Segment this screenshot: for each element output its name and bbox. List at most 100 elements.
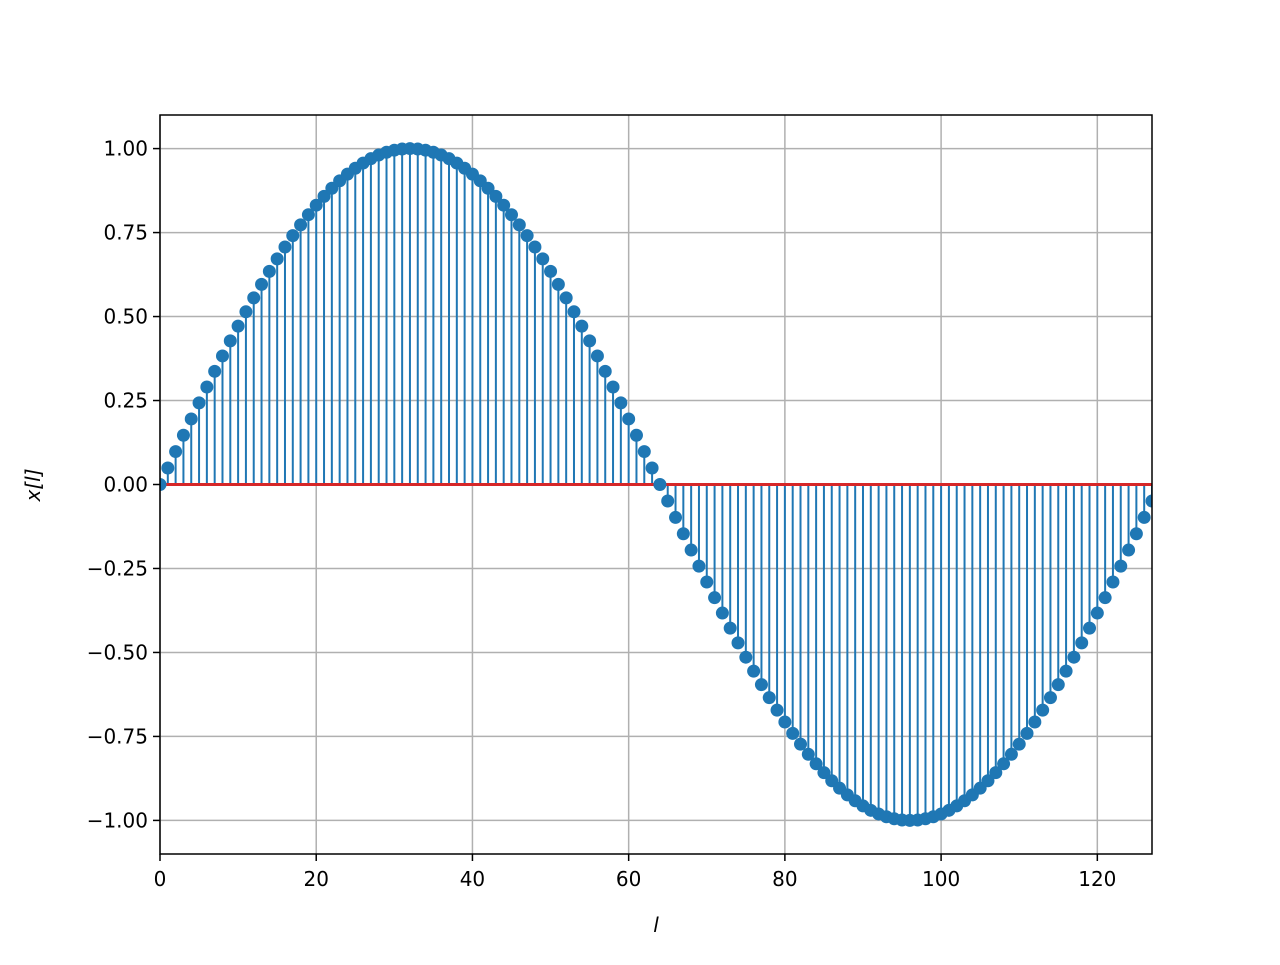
stem-marker <box>1122 543 1136 557</box>
stem-marker <box>801 747 815 761</box>
stem-marker <box>684 543 698 557</box>
stem-marker <box>200 380 214 394</box>
stem-marker <box>169 445 183 459</box>
stem-marker <box>762 691 776 705</box>
stems <box>166 148 1152 821</box>
stem-marker <box>606 380 620 394</box>
stem-marker <box>512 218 526 232</box>
stem-marker <box>270 252 284 266</box>
stem-marker <box>160 478 167 491</box>
x-tick-label: 120 <box>1078 867 1116 891</box>
y-tick-label: 0.00 <box>103 473 148 497</box>
stem-marker <box>778 715 792 729</box>
x-tick-label: 100 <box>922 867 960 891</box>
stem-marker <box>1067 650 1081 664</box>
stem-marker <box>1090 606 1104 620</box>
stem-marker <box>1020 726 1034 740</box>
x-tick-label: 20 <box>303 867 328 891</box>
stem-marker <box>239 305 253 319</box>
stem-marker <box>645 461 659 475</box>
x-tick-label: 0 <box>154 867 167 891</box>
stem-marker <box>247 291 261 305</box>
stem-marker <box>770 703 784 717</box>
stem-marker <box>520 229 534 243</box>
stem-marker <box>676 527 690 541</box>
stem-marker <box>551 277 565 291</box>
stem-marker <box>567 305 581 319</box>
stem-marker <box>1083 621 1097 635</box>
stem-marker <box>637 445 651 459</box>
stem-marker <box>715 606 729 620</box>
stem-marker <box>489 189 503 203</box>
stem-marker <box>176 428 190 442</box>
stem-marker <box>1114 559 1128 573</box>
stem-marker <box>1043 691 1057 705</box>
stem-marker <box>231 319 245 333</box>
stem-marker <box>575 319 589 333</box>
stem-marker <box>1129 527 1143 541</box>
x-tick-label: 40 <box>460 867 485 891</box>
stem-marker <box>528 240 542 254</box>
stem-marker <box>1106 575 1120 589</box>
stem-marker <box>669 510 683 524</box>
stem-marker <box>1036 703 1050 717</box>
stem-marker <box>536 252 550 266</box>
stem-marker <box>223 334 237 348</box>
stem-marker <box>754 678 768 692</box>
stem-marker <box>309 198 323 212</box>
stem-marker <box>1012 737 1026 751</box>
stem-marker <box>1059 664 1073 678</box>
stem-marker <box>559 291 573 305</box>
stem-marker <box>286 229 300 243</box>
y-tick-label: −0.50 <box>87 640 148 664</box>
stem-marker <box>997 757 1011 771</box>
stem-marker <box>817 766 831 780</box>
stem-marker <box>614 396 628 410</box>
stem-marker <box>255 277 269 291</box>
stem-marker <box>192 396 206 410</box>
stem-marker <box>1145 494 1152 508</box>
stem-marker <box>184 412 198 426</box>
stem-marker <box>278 240 292 254</box>
stem-marker <box>215 349 229 363</box>
stem-marker <box>981 774 995 788</box>
stem-marker <box>692 559 706 573</box>
stem-marker <box>739 650 753 664</box>
stem-marker <box>208 364 222 378</box>
stem-marker <box>262 264 276 278</box>
x-tick-label: 60 <box>616 867 641 891</box>
stem-marker <box>786 726 800 740</box>
y-tick-label: −0.25 <box>87 556 148 580</box>
stem-marker <box>747 664 761 678</box>
stem-marker <box>598 364 612 378</box>
stem-marker <box>1051 678 1065 692</box>
ticks: 0 20 40 60 80 100 120 1.00 0.75 0.50 0.25 0.00 −0.25… <box>87 137 1117 891</box>
y-tick-label: 0.25 <box>103 389 148 413</box>
stem-marker <box>708 591 722 605</box>
stem-marker <box>583 334 597 348</box>
stem-marker <box>661 494 675 508</box>
stem-marker <box>481 181 495 195</box>
stem-marker <box>622 412 636 426</box>
y-tick-label: 0.75 <box>103 221 148 245</box>
stem-marker <box>731 636 745 650</box>
y-tick-label: 1.00 <box>103 137 148 161</box>
x-axis-label: l <box>653 913 659 937</box>
stem-marker <box>794 737 808 751</box>
stem-marker <box>700 575 714 589</box>
stem-marker <box>301 208 315 222</box>
stem-marker <box>1004 747 1018 761</box>
stem-marker <box>1098 591 1112 605</box>
stem-marker <box>161 461 175 475</box>
stem-marker <box>1075 636 1089 650</box>
stem-marker <box>1028 715 1042 729</box>
stem-marker <box>294 218 308 232</box>
stem-marker <box>1137 510 1151 524</box>
markers <box>160 142 1152 827</box>
stem-marker <box>653 478 667 491</box>
stem-marker <box>809 757 823 771</box>
y-tick-label: −1.00 <box>87 808 148 832</box>
y-axis-label: x[l] <box>21 469 45 503</box>
stem-marker <box>989 766 1003 780</box>
